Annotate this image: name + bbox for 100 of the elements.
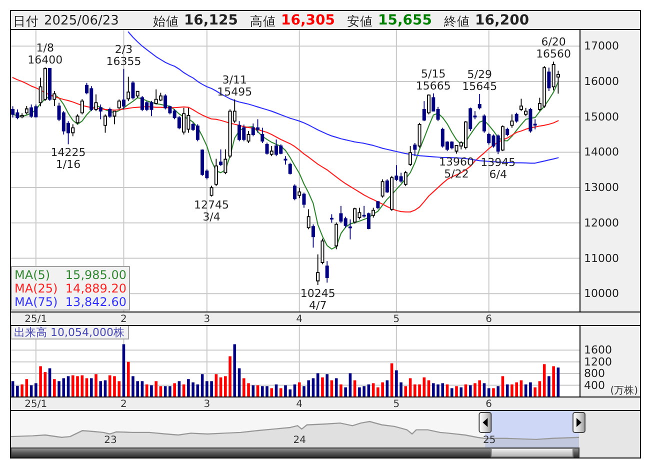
bar <box>552 366 555 397</box>
candlestick <box>390 175 394 212</box>
candlestick <box>334 222 338 250</box>
text: MA(5) 15,985.00 <box>14 268 126 282</box>
y-tick-label: 14000 <box>584 146 619 159</box>
bar <box>252 385 255 397</box>
bar <box>455 386 458 397</box>
candlestick <box>292 184 296 201</box>
bar <box>154 381 158 397</box>
candlestick <box>196 124 200 142</box>
candlestick <box>316 254 320 286</box>
candlestick <box>131 80 135 100</box>
candlestick <box>122 68 126 110</box>
y-tick-label: 400 <box>584 378 605 392</box>
candlestick <box>487 132 491 146</box>
bar <box>99 381 102 397</box>
text: MA(25) 14,889.20 <box>14 281 126 296</box>
candlestick <box>302 192 306 208</box>
bar <box>90 378 93 397</box>
bar <box>316 373 320 397</box>
candlestick <box>422 100 426 122</box>
candlestick <box>80 98 84 115</box>
y-tick-label: 16000 <box>584 74 619 88</box>
x-tick-label: 25 <box>482 435 496 446</box>
bar <box>460 387 463 397</box>
candlestick <box>320 238 324 265</box>
annotation: 2/3 16355 <box>106 42 142 68</box>
bar <box>487 388 490 397</box>
chart-title: 出来高 10,054,000株 <box>14 326 124 339</box>
y-tick-label: 10000 <box>584 287 619 300</box>
bar <box>468 385 472 397</box>
y-tick-label: 17000 <box>584 40 619 53</box>
y-tick-label: 1200 <box>584 355 612 368</box>
candlestick <box>510 114 514 128</box>
candlestick <box>270 146 274 157</box>
candlestick <box>385 178 389 194</box>
candlestick <box>274 139 278 157</box>
bar <box>34 383 38 397</box>
candlestick <box>288 162 292 175</box>
candlestick <box>76 114 80 125</box>
candlestick <box>117 99 121 110</box>
candlestick <box>482 114 486 134</box>
x-tick-label: 4 <box>296 314 303 325</box>
bar <box>344 387 347 397</box>
candlestick <box>514 112 518 124</box>
candlestick <box>284 156 288 166</box>
y-tick-label: 800 <box>584 367 605 380</box>
candlestick <box>260 127 264 144</box>
y-axis-title: (万株) <box>610 384 638 396</box>
candlestick <box>11 106 15 118</box>
candlestick <box>112 110 116 125</box>
x-tick-label: 3 <box>204 314 210 325</box>
candlestick <box>219 148 223 166</box>
annotation: 6/20 16560 <box>536 36 572 61</box>
candlestick <box>311 224 315 248</box>
annotation: 5/29 15645 <box>462 68 498 94</box>
x-tick-label: 3 <box>204 398 210 410</box>
bar <box>270 388 274 397</box>
candlestick <box>353 207 357 224</box>
candlestick <box>71 124 75 137</box>
candlestick <box>52 90 56 106</box>
bar <box>340 384 342 397</box>
text: 安値 15,655 <box>347 12 432 28</box>
y-tick-label: 13000 <box>584 181 619 194</box>
annotation: 3/11 15495 <box>217 73 252 98</box>
candlestick <box>246 130 250 144</box>
bar <box>548 376 550 397</box>
candlestick <box>348 218 352 240</box>
annotation: 1/8 16400 <box>28 41 63 66</box>
x-tick-label: 5 <box>393 314 400 325</box>
bar <box>16 386 19 397</box>
bar <box>126 362 130 397</box>
x-tick-label: 4 <box>296 398 303 410</box>
bar <box>150 385 153 397</box>
y-tick-label: 15000 <box>584 110 619 124</box>
annotation: 5/15 15665 <box>416 67 451 92</box>
bar <box>39 366 42 397</box>
candlestick <box>519 98 523 112</box>
text: MA(75) 13,842.60 <box>14 294 126 309</box>
candlestick <box>380 178 384 198</box>
line-series <box>12 77 559 212</box>
text: 終値 16,200 <box>443 12 530 28</box>
candlestick <box>376 200 380 210</box>
candlestick <box>48 68 52 102</box>
y-tick-label: 12000 <box>584 216 619 230</box>
candlestick <box>306 208 310 230</box>
candlestick <box>404 170 408 187</box>
bar <box>450 388 454 397</box>
bar <box>279 388 282 397</box>
candlestick <box>372 207 376 218</box>
candlestick <box>524 107 528 117</box>
bar <box>168 386 172 397</box>
candlestick <box>210 185 214 198</box>
candlestick <box>214 158 218 187</box>
bar <box>492 388 495 397</box>
candlestick <box>104 114 107 134</box>
annotation: 10245 4/7 <box>300 286 336 312</box>
candlestick <box>506 127 510 137</box>
annotation: 14225 1/16 <box>50 146 86 172</box>
candlestick <box>265 142 269 156</box>
